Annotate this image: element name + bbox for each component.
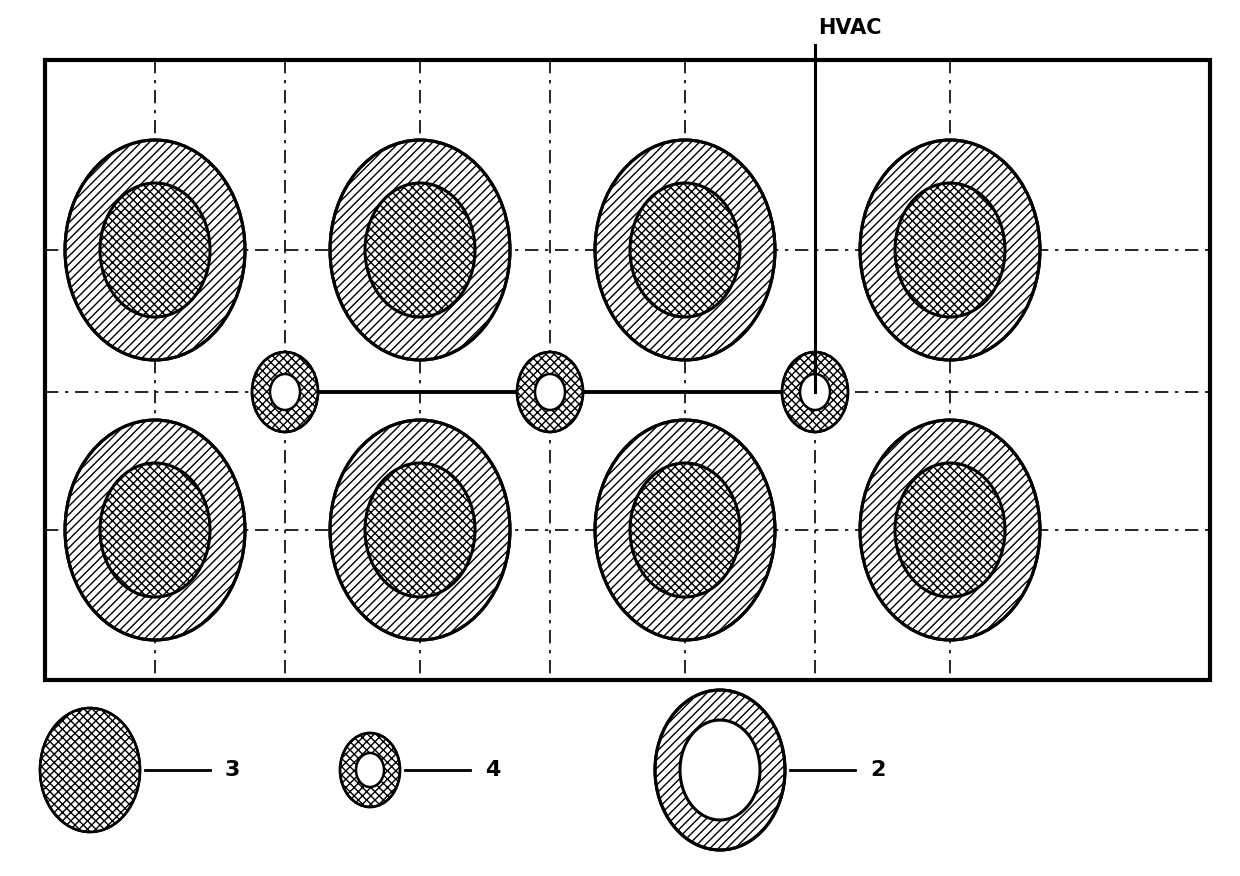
Ellipse shape: [252, 352, 317, 432]
Ellipse shape: [365, 463, 475, 597]
Ellipse shape: [630, 183, 740, 317]
Ellipse shape: [365, 183, 475, 317]
Ellipse shape: [630, 463, 740, 597]
Ellipse shape: [782, 352, 848, 432]
Ellipse shape: [861, 140, 1040, 360]
Ellipse shape: [64, 420, 246, 640]
Ellipse shape: [680, 720, 760, 820]
Text: HVAC: HVAC: [818, 18, 882, 38]
Ellipse shape: [895, 183, 1004, 317]
Ellipse shape: [365, 463, 475, 597]
Ellipse shape: [100, 463, 210, 597]
Ellipse shape: [534, 374, 565, 410]
Ellipse shape: [895, 463, 1004, 597]
Ellipse shape: [365, 183, 475, 317]
Ellipse shape: [517, 352, 583, 432]
Text: 3: 3: [224, 760, 241, 780]
Ellipse shape: [64, 140, 246, 360]
Ellipse shape: [595, 420, 775, 640]
Ellipse shape: [100, 463, 210, 597]
Ellipse shape: [340, 733, 401, 807]
Ellipse shape: [100, 183, 210, 317]
Ellipse shape: [680, 720, 760, 820]
Ellipse shape: [356, 753, 384, 787]
Bar: [45, 60, 1210, 680]
Ellipse shape: [861, 420, 1040, 640]
Text: 2: 2: [870, 760, 885, 780]
Ellipse shape: [330, 420, 510, 640]
Ellipse shape: [655, 690, 785, 850]
Text: 4: 4: [485, 760, 501, 780]
Ellipse shape: [100, 183, 210, 317]
Ellipse shape: [630, 463, 740, 597]
Ellipse shape: [40, 708, 140, 832]
Ellipse shape: [330, 140, 510, 360]
Ellipse shape: [895, 183, 1004, 317]
Ellipse shape: [270, 374, 300, 410]
Ellipse shape: [630, 183, 740, 317]
Ellipse shape: [800, 374, 830, 410]
Ellipse shape: [895, 463, 1004, 597]
Ellipse shape: [595, 140, 775, 360]
